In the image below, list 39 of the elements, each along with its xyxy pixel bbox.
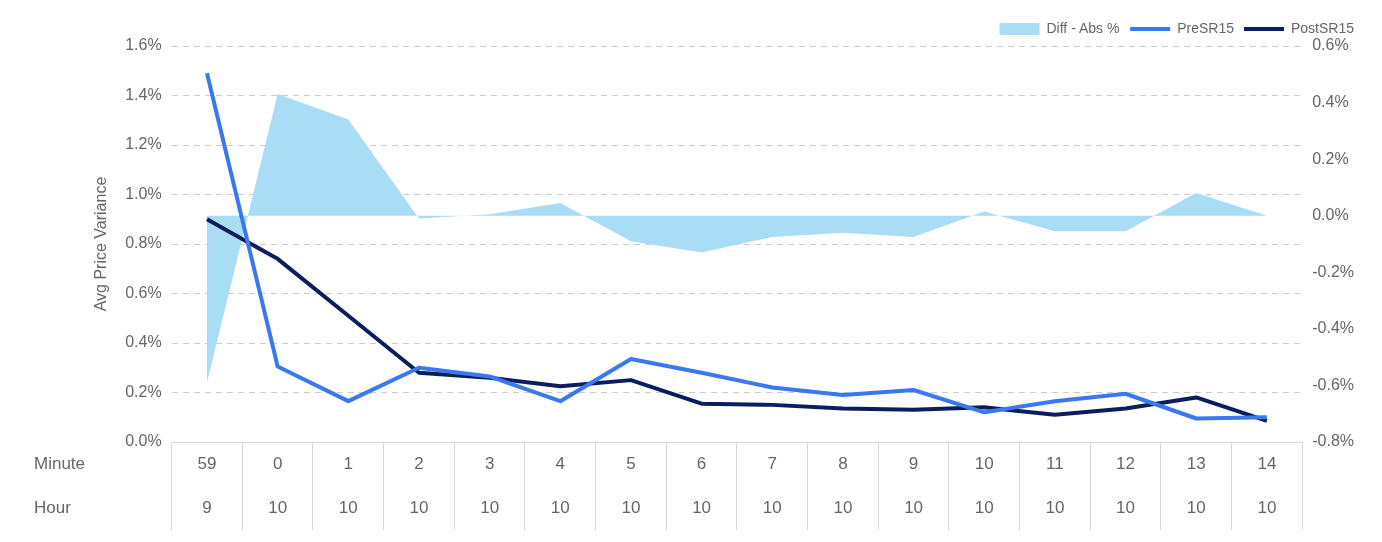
y2-tick-label: 0.2% [1312, 149, 1349, 167]
category-label: 13 10 [1186, 453, 1206, 517]
category-label: 11 10 [1045, 453, 1065, 517]
y2-tick-label: 0.4% [1312, 92, 1349, 110]
y2-tick-label: -0.8% [1312, 432, 1354, 450]
category-label: 14 10 [1257, 453, 1277, 517]
category-label: 8 10 [833, 453, 853, 517]
text: Minute [34, 453, 86, 473]
y-tick-label: 0.0% [125, 432, 162, 450]
category-label: 2 10 [409, 453, 429, 517]
category-label: 6 10 [692, 453, 712, 517]
y2-tick-label: -0.6% [1312, 375, 1354, 393]
y-tick-label: 1.4% [125, 85, 162, 103]
y-tick-label: 1.2% [125, 135, 162, 153]
y2-tick-label: 0.0% [1312, 206, 1349, 224]
y2-tick-label: 0.6% [1312, 36, 1349, 54]
legend-label: Diff - Abs % [1046, 19, 1120, 36]
category-label: 3 10 [480, 453, 500, 517]
y-tick-label: 0.8% [125, 234, 162, 252]
category-label: 5 10 [621, 453, 641, 517]
category-label: 12 10 [1116, 453, 1136, 517]
legend-label: PostSR15 [1290, 19, 1355, 36]
y-tick-label: 0.2% [125, 382, 162, 400]
y-tick-label: 0.6% [125, 283, 162, 301]
y-tick-label: 0.4% [125, 333, 162, 351]
y-tick-label: 1.6% [125, 36, 162, 54]
category-label: 10 10 [974, 453, 994, 517]
category-label: 9 10 [904, 453, 924, 517]
y-tick-label: 1.0% [125, 184, 162, 202]
y2-tick-label: -0.4% [1312, 319, 1354, 337]
y-axis-title: Avg Price Variance [92, 176, 110, 312]
text: Hour [34, 497, 72, 517]
category-label: 0 10 [268, 453, 288, 517]
legend-label: PreSR15 [1177, 19, 1235, 36]
category-label: 7 10 [762, 453, 782, 517]
y2-tick-label: -0.2% [1312, 262, 1354, 280]
category-label: 59 9 [197, 453, 217, 517]
category-label: 1 10 [338, 453, 358, 517]
category-label: 4 10 [550, 453, 570, 517]
